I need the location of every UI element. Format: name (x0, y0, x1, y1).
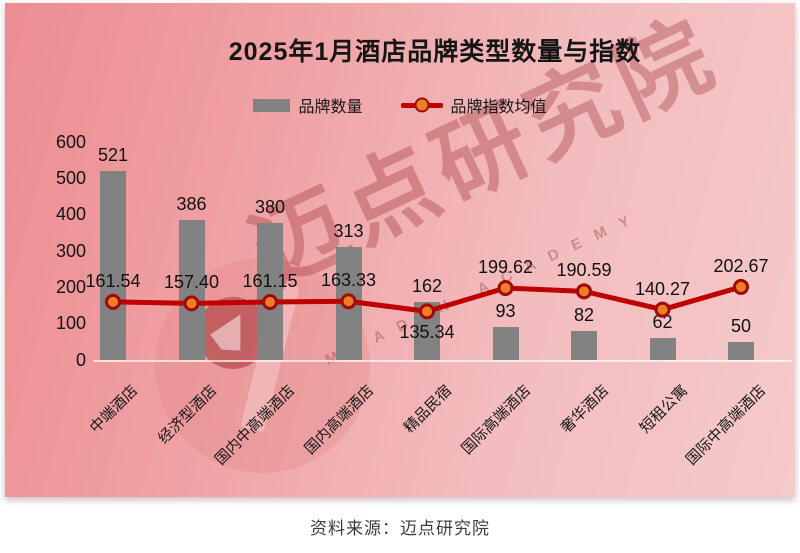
line-marker (576, 283, 592, 300)
x-axis-line (93, 360, 792, 362)
line-marker (340, 293, 357, 310)
bar-value-label: 386 (176, 194, 207, 215)
bar (257, 222, 283, 361)
bar (728, 342, 754, 361)
bar-value-label: 521 (97, 145, 129, 166)
y-axis-tick-label: 600 (55, 131, 86, 152)
chart-title: 2025年1月酒店品牌类型数量与指数 (228, 38, 642, 66)
line-marker (654, 301, 671, 318)
source-note: 资料来源：迈点研究院 (310, 519, 490, 538)
y-axis-tick-label: 0 (75, 349, 86, 370)
bar-value-label: 313 (333, 220, 364, 241)
line-marker (497, 280, 514, 297)
line-value-label: 202.67 (713, 255, 769, 276)
bar (178, 220, 205, 361)
line-value-label: 135.34 (399, 322, 455, 343)
y-axis-tick-label: 400 (55, 204, 86, 225)
line-marker-icon (414, 97, 429, 113)
line-value-label: 163.33 (320, 270, 377, 291)
line-marker (419, 303, 435, 320)
bar (100, 171, 126, 361)
line-value-label: 161.15 (242, 271, 298, 291)
bar (492, 326, 519, 361)
line-value-label: 161.54 (85, 270, 141, 291)
y-axis-tick-label: 200 (55, 276, 86, 297)
line-marker (105, 293, 121, 310)
bar-value-label: 93 (495, 300, 516, 321)
line-marker (183, 295, 200, 312)
legend-label-line: 品牌指数均值 (450, 99, 547, 116)
line-value-label: 199.62 (477, 257, 534, 278)
line-value-label: 157.40 (163, 272, 220, 293)
y-axis-tick-label: 300 (55, 240, 86, 261)
y-axis-tick-label: 100 (55, 313, 86, 334)
legend-label-bar: 品牌数量 (298, 99, 363, 116)
line-value-label: 140.27 (634, 278, 691, 299)
bar-value-label: 82 (573, 304, 595, 325)
chart-panel (5, 3, 795, 497)
line-value-label: 190.59 (556, 260, 612, 281)
bar-value-label: 162 (411, 275, 443, 296)
bar (649, 337, 676, 361)
line-series-swatch-icon (400, 97, 443, 113)
bar (571, 330, 597, 361)
legend-item-bar-series: 品牌数量 (253, 93, 363, 117)
line-marker (733, 278, 749, 295)
legend: 品牌数量 品牌指数均值 (0, 93, 800, 117)
bar-value-label: 62 (652, 311, 673, 332)
line-marker (262, 294, 278, 311)
bar-value-label: 380 (254, 196, 286, 217)
bar-series-swatch-icon (253, 98, 291, 112)
bar-value-label: 50 (730, 316, 752, 337)
legend-item-line-series: 品牌指数均值 (400, 93, 547, 117)
y-axis-tick-label: 500 (55, 168, 86, 188)
